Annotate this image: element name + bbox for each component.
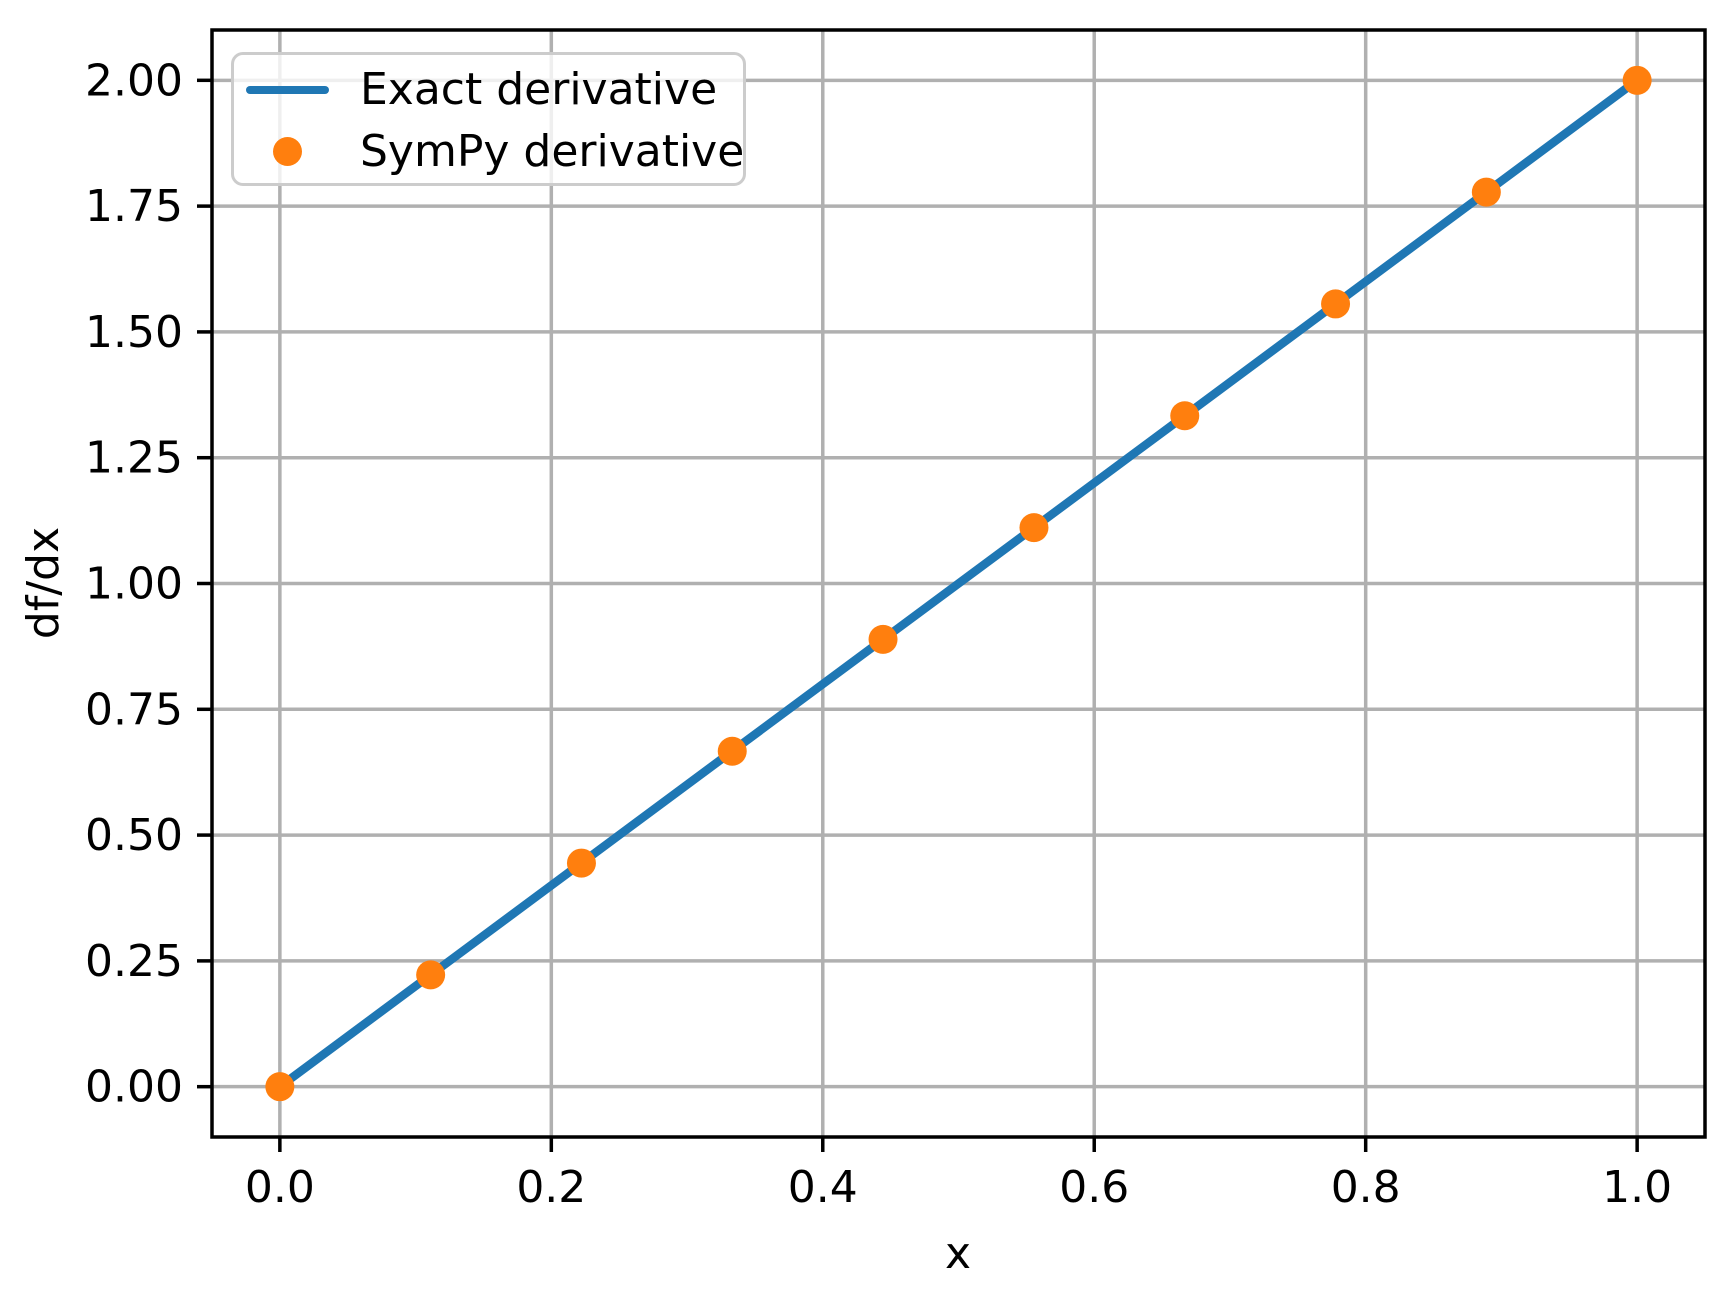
x-axis-label: x bbox=[944, 1228, 972, 1279]
sympy-derivative-point bbox=[868, 624, 898, 654]
x-tick-label: 0.6 bbox=[1059, 1162, 1129, 1213]
y-tick-label: 1.75 bbox=[85, 181, 183, 232]
legend-line-sample-icon bbox=[246, 85, 329, 94]
x-tick-label: 0.8 bbox=[1331, 1162, 1401, 1213]
legend-item-sympy-derivative: SymPy derivative bbox=[246, 121, 745, 183]
y-tick-label: 1.50 bbox=[85, 307, 183, 358]
legend-handle bbox=[246, 85, 329, 94]
legend-marker-sample-icon bbox=[273, 137, 302, 166]
legend: Exact derivative SymPy derivative bbox=[231, 52, 746, 186]
y-tick-label: 1.00 bbox=[85, 559, 183, 610]
exact-derivative-line bbox=[275, 76, 1642, 1091]
x-tick-label: 0.4 bbox=[788, 1162, 858, 1213]
sympy-derivative-point bbox=[1321, 289, 1351, 319]
y-axis-label: df/dx bbox=[18, 526, 69, 640]
legend-handle bbox=[246, 137, 329, 166]
legend-item-exact-derivative: Exact derivative bbox=[246, 59, 743, 121]
legend-label-sympy-derivative: SymPy derivative bbox=[360, 125, 745, 177]
y-tick-label: 2.00 bbox=[85, 55, 183, 106]
y-tick-label: 0.75 bbox=[85, 684, 183, 735]
y-tick-label: 0.50 bbox=[85, 810, 183, 861]
sympy-derivative-point bbox=[717, 736, 747, 766]
legend-label-exact-derivative: Exact derivative bbox=[360, 63, 718, 115]
sympy-derivative-point bbox=[566, 848, 596, 878]
x-tick-label: 0.2 bbox=[516, 1162, 586, 1213]
sympy-derivative-point bbox=[1019, 513, 1049, 543]
x-tick-label: 0.0 bbox=[245, 1162, 315, 1213]
y-tick-label: 0.25 bbox=[85, 936, 183, 987]
sympy-derivative-point bbox=[1170, 401, 1200, 431]
sympy-derivative-point bbox=[1622, 65, 1652, 95]
sympy-derivative-point bbox=[1471, 177, 1501, 207]
sympy-derivative-point bbox=[265, 1072, 295, 1102]
x-tick-label: 1.0 bbox=[1602, 1162, 1672, 1213]
y-tick-label: 1.25 bbox=[85, 433, 183, 484]
sympy-derivative-point bbox=[416, 960, 446, 990]
y-tick-label: 0.00 bbox=[85, 1062, 183, 1113]
